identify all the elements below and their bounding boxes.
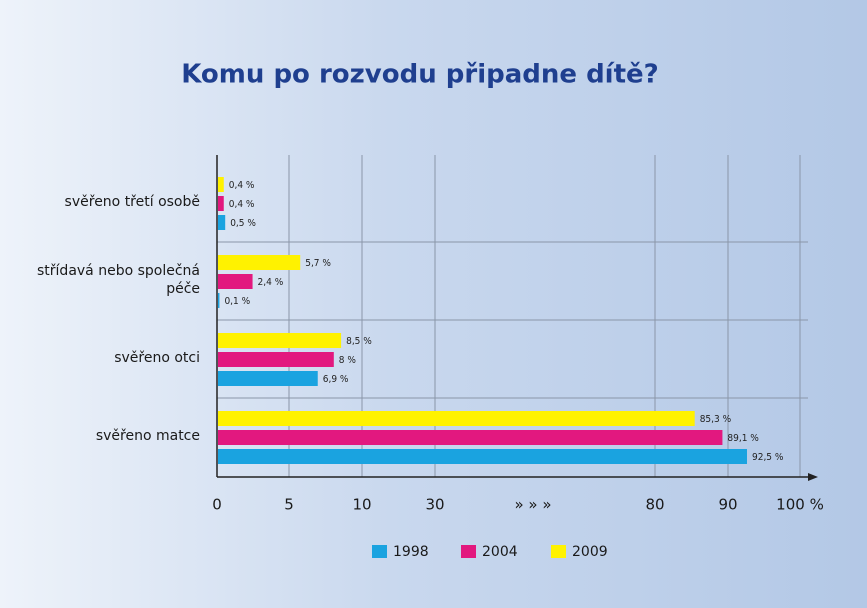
- value-label: 0,4 %: [229, 199, 255, 210]
- legend-label: 1998: [393, 544, 429, 560]
- bar: [218, 449, 747, 464]
- x-tick-label: 5: [284, 496, 294, 514]
- legend-swatch: [461, 545, 476, 558]
- x-tick-label: 100 %: [776, 496, 824, 514]
- value-label: 89,1 %: [727, 433, 759, 444]
- x-tick-label: 30: [425, 496, 444, 514]
- legend-label: 2009: [572, 544, 608, 560]
- chart-title: Komu po rozvodu připadne dítě?: [181, 60, 659, 90]
- bar: [218, 371, 318, 386]
- category-label: svěřeno otci: [114, 350, 200, 366]
- bar: [218, 274, 253, 289]
- value-label: 92,5 %: [752, 452, 784, 463]
- value-label: 5,7 %: [305, 258, 331, 269]
- category-label: svěřeno třetí osobě: [64, 194, 200, 210]
- bar: [218, 215, 226, 230]
- x-axis-arrow: [808, 473, 818, 481]
- value-label: 8 %: [339, 355, 357, 366]
- value-label: 85,3 %: [700, 414, 732, 425]
- bar: [218, 177, 224, 192]
- bar: [218, 255, 301, 270]
- value-label: 8,5 %: [346, 336, 372, 347]
- bar: [218, 352, 334, 367]
- value-label: 0,5 %: [230, 218, 256, 229]
- value-label: 0,1 %: [224, 296, 250, 307]
- value-label: 0,4 %: [229, 180, 255, 191]
- legend-label: 2004: [482, 544, 518, 560]
- x-tick-label: 80: [645, 496, 664, 514]
- axis-break: » » »: [514, 496, 551, 514]
- x-tick-label: 0: [212, 496, 222, 514]
- value-label: 6,9 %: [323, 374, 349, 385]
- category-label: svěřeno matce: [95, 428, 200, 444]
- bar: [218, 196, 224, 211]
- x-tick-label: 90: [718, 496, 737, 514]
- category-label: střídavá nebo společná péče: [37, 263, 200, 297]
- bar: [218, 293, 220, 308]
- legend-swatch: [372, 545, 387, 558]
- bar: [218, 333, 342, 348]
- bar: [218, 430, 723, 445]
- x-tick-label: 10: [352, 496, 371, 514]
- bar: [218, 411, 695, 426]
- legend-swatch: [551, 545, 566, 558]
- value-label: 2,4 %: [258, 277, 284, 288]
